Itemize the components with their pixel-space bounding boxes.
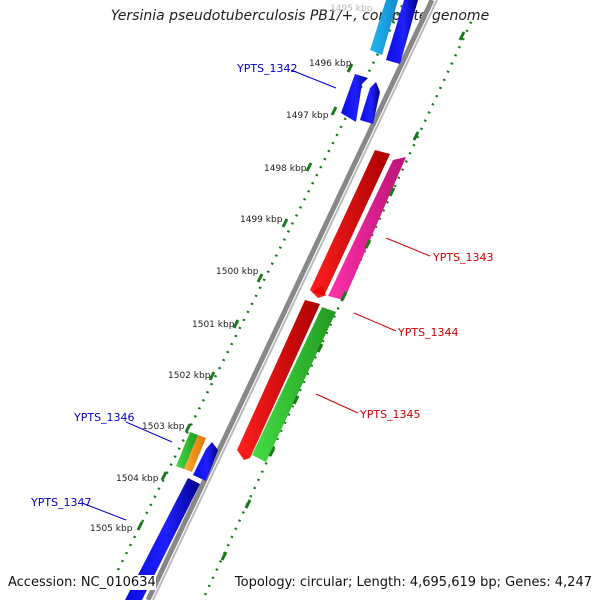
tick-label: 1499 kbp — [240, 215, 283, 225]
gene-ypts-1346-orange — [184, 435, 206, 472]
gene-red-small-arrow — [312, 286, 326, 296]
gene-label-ypts-1345[interactable]: YPTS_1345 — [359, 408, 421, 421]
leader-lines — [81, 69, 431, 521]
outer-dotted-track — [116, 0, 407, 571]
gene-ypts-1344 — [310, 150, 390, 298]
gene-label-ypts-1346[interactable]: YPTS_1346 — [73, 411, 135, 424]
tick-label: 1500 kbp — [216, 267, 259, 277]
gene-ypts-1347 — [125, 478, 200, 600]
gene-red-lower — [237, 300, 320, 460]
tick-label: 1496 kbp — [309, 59, 352, 69]
accession-text: Accession: NC_010634 — [8, 575, 156, 590]
gene-ypts-1343 — [328, 157, 406, 300]
gene-ypts-1342-a — [341, 74, 368, 122]
gene-ypts-1345 — [252, 307, 336, 462]
gene-label-ypts-1347[interactable]: YPTS_1347 — [30, 496, 92, 509]
gene-ypts-1346-blue — [193, 442, 218, 481]
gene-label-ypts-1342[interactable]: YPTS_1342 — [236, 62, 298, 75]
tick-label: 1502 kbp — [168, 371, 211, 381]
tick-label: 1495 kbp — [330, 4, 373, 14]
tick-label: 1505 kbp — [90, 524, 133, 534]
outer-tick-dashes — [136, 63, 354, 531]
inner-tick-dashes — [220, 31, 466, 561]
topology-text: Topology: circular; Length: 4,695,619 bp… — [234, 575, 592, 590]
gene-ypts-1342-b — [360, 82, 380, 124]
genome-backbone-shadow — [152, 0, 438, 600]
tick-label: 1503 kbp — [142, 422, 185, 432]
gene-label-ypts-1343[interactable]: YPTS_1343 — [432, 251, 494, 264]
gene-ypts-1346-green — [176, 432, 198, 469]
genome-title: Yersinia pseudotuberculosis PB1/+, compl… — [110, 8, 490, 24]
tick-label: 1498 kbp — [264, 164, 307, 174]
inner-dotted-track — [203, 19, 474, 596]
tick-label: 1501 kbp — [192, 320, 235, 330]
gene-label-ypts-1344[interactable]: YPTS_1344 — [397, 326, 459, 339]
tick-label: 1504 kbp — [116, 474, 159, 484]
gene-cyan-top — [370, 0, 398, 55]
gene-blue-top — [386, 0, 418, 64]
tick-label: 1497 kbp — [286, 111, 329, 121]
genome-backbone — [145, 0, 435, 600]
